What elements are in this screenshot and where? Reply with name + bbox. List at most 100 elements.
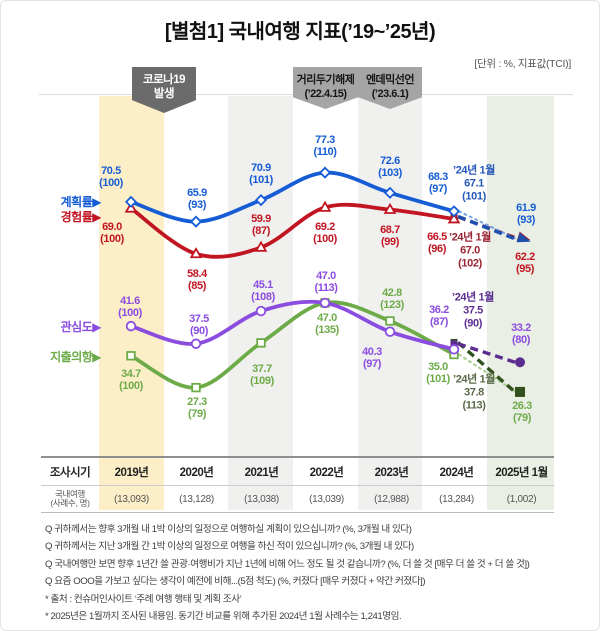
marker-diamond bbox=[124, 195, 138, 208]
footnote-5: * 출처 : 컨슈머인사이트 ‘주례 여행 행태 및 계획 조사’ bbox=[45, 593, 242, 605]
table-header-2020년: 2020년 bbox=[164, 458, 229, 486]
jan24-label-지출의향: ’24년 1월 37.8 (113) bbox=[453, 373, 495, 412]
series-line-관심도 bbox=[129, 299, 456, 352]
marker-triangle bbox=[447, 212, 461, 224]
marker-arrow bbox=[516, 232, 531, 243]
marker-triangle bbox=[383, 202, 397, 214]
value-label-관심도-2020년: 37.5 (90) bbox=[189, 312, 209, 337]
unit-note: [단위 : %, 지표값(TCI)] bbox=[474, 58, 571, 70]
value-label-계획률-2020년: 65.9 (93) bbox=[187, 186, 207, 211]
table-cell-2021년: (13,038) bbox=[244, 493, 279, 505]
value-label-관심도-2024년: 36.2 (87) bbox=[429, 304, 449, 329]
marker-triangle bbox=[254, 240, 268, 252]
value-label-지출의향-2023년: 42.8 (123) bbox=[380, 286, 404, 311]
value-label-관심도-2022년: 47.0 (113) bbox=[314, 269, 338, 294]
footnote-3: Q 국내여행만 보면 향후 1년간 쓸 관광·여행비가 지난 1년에 비해 어느… bbox=[45, 558, 530, 570]
value-label-지출의향-2021년: 37.7 (109) bbox=[250, 362, 274, 387]
marker-diamond bbox=[447, 205, 461, 218]
value-label-경험률-2021년: 59.9 (87) bbox=[251, 213, 271, 238]
marker-circle bbox=[255, 305, 267, 317]
marker-square bbox=[385, 316, 395, 326]
footnote-4: Q 요즘 OOO을 가보고 싶다는 생각이 예전에 비해...(5점 척도) (… bbox=[45, 576, 426, 588]
table-header-2025년 1월: 2025년 1월 bbox=[489, 458, 554, 486]
marker-triangle bbox=[318, 200, 332, 212]
table-cell-2022년: (13,039) bbox=[309, 493, 344, 505]
marker-square bbox=[191, 382, 201, 393]
table-header-2024년: 2024년 bbox=[424, 458, 489, 486]
value-label-관심도-2025년 1월: 33.2 (80) bbox=[511, 322, 531, 347]
value-label-계획률-2025년 1월: 61.9 (93) bbox=[516, 201, 536, 226]
value-label-계획률-2022년: 77.3 (110) bbox=[313, 133, 337, 158]
marker-circle bbox=[448, 344, 460, 355]
marker-triangle bbox=[189, 247, 203, 259]
value-label-경험률-2020년: 58.4 (85) bbox=[187, 267, 207, 292]
marker-circle bbox=[384, 326, 396, 337]
column-band-2021년 bbox=[228, 96, 293, 510]
marker-circle bbox=[190, 338, 202, 349]
value-label-경험률-2024년: 66.5 (96) bbox=[427, 231, 447, 256]
value-label-관심도-2019년: 41.6 (100) bbox=[118, 295, 142, 320]
value-label-계획률-2021년: 70.9 (101) bbox=[249, 162, 273, 187]
table-header-label: 조사시기 bbox=[41, 458, 99, 486]
marker-diamond bbox=[383, 186, 397, 199]
table-header-2019년: 2019년 bbox=[99, 458, 164, 486]
jan24-marker-관심도 bbox=[450, 340, 458, 348]
value-label-경험률-2023년: 68.7 (99) bbox=[380, 223, 400, 248]
value-label-관심도-2021년: 45.1 (108) bbox=[251, 279, 275, 304]
legend-지출의향: 지출의향▶ bbox=[50, 350, 101, 364]
footnote-2: Q 귀하께서는 지난 3개월 간 1박 이상의 일정으로 여행을 하신 적이 있… bbox=[45, 541, 414, 553]
marker-diamond bbox=[254, 194, 268, 207]
dashed-jan-line-관심도 bbox=[457, 342, 516, 364]
end-square-지출의향 bbox=[515, 386, 525, 397]
sample-size-table: 조사시기 2019년 2020년 2021년 2022년 2023년 2024년 2025년 … bbox=[41, 456, 554, 513]
footnotes: Q 귀하께서는 향후 3개월 내 1박 이상의 일정으로 여행하실 계획이 있으… bbox=[45, 521, 585, 625]
table-cell-2020년: (13,128) bbox=[179, 493, 214, 505]
value-label-계획률-2019년: 70.5 (100) bbox=[99, 164, 123, 189]
marker-square bbox=[256, 338, 266, 348]
marker-circle bbox=[125, 320, 137, 332]
dashed-jan-line-계획률 bbox=[457, 214, 516, 241]
value-label-지출의향-2022년: 47.0 (135) bbox=[315, 311, 339, 336]
series-line-지출의향 bbox=[129, 300, 456, 390]
marker-diamond bbox=[189, 215, 203, 228]
series-line-경험률 bbox=[129, 202, 456, 259]
value-label-계획률-2023년: 72.6 (103) bbox=[378, 154, 402, 179]
table-cell-2019년: (13,093) bbox=[114, 493, 149, 505]
jan24-label-경험률: ’24년 1월 67.0 (102) bbox=[449, 231, 491, 270]
end-dot-관심도 bbox=[515, 357, 525, 368]
column-band-2023년 bbox=[358, 96, 422, 510]
series-line-계획률 bbox=[129, 170, 456, 224]
value-label-관심도-2023년: 40.3 (97) bbox=[362, 345, 382, 370]
table-header-2022년: 2022년 bbox=[294, 458, 359, 486]
value-label-경험률-2025년 1월: 62.2 (95) bbox=[515, 250, 535, 275]
table-header-2023년: 2023년 bbox=[359, 458, 424, 486]
jan24-label-계획률: ’24년 1월 67.1 (101) bbox=[453, 164, 495, 203]
marker-square bbox=[126, 351, 136, 361]
value-label-계획률-2024년: 68.3 (97) bbox=[428, 171, 448, 196]
table-header-2021년: 2021년 bbox=[229, 458, 294, 486]
value-label-지출의향-2020년: 27.3 (79) bbox=[187, 395, 207, 420]
value-label-지출의향-2019년: 34.7 (100) bbox=[119, 367, 143, 392]
marker-diamond bbox=[318, 166, 332, 179]
table-row-label: 국내여행 (사례수, 명) bbox=[50, 488, 90, 508]
marker-circle bbox=[319, 297, 331, 309]
value-label-지출의향-2025년 1월: 26.3 (79) bbox=[512, 399, 532, 424]
value-label-경험률-2022년: 69.2 (100) bbox=[313, 221, 337, 246]
dotted-projection-계획률 bbox=[458, 210, 517, 240]
footnote-6: * 2025년은 1월까지 조사된 내용임. 동기간 비교를 위해 추가된 20… bbox=[45, 611, 402, 623]
table-cell-2024년: (13,284) bbox=[439, 493, 474, 505]
value-label-경험률-2019년: 69.0 (100) bbox=[100, 221, 124, 246]
jan24-label-관심도: ’24년 1월 37.5 (90) bbox=[452, 291, 494, 330]
legend-경험률: 경험률▶ bbox=[60, 210, 102, 224]
page-title: [별첨1] 국내여행 지표(’19~’25년) bbox=[164, 21, 436, 43]
footnote-1: Q 귀하께서는 향후 3개월 내 1박 이상의 일정으로 여행하실 계획이 있으… bbox=[45, 524, 412, 535]
table-cell-2025년 1월: (1,002) bbox=[506, 493, 537, 505]
column-band-2025년 1월 bbox=[487, 96, 554, 510]
legend-계획률: 계획률▶ bbox=[60, 195, 102, 209]
dotted-projection-지출의향 bbox=[458, 353, 517, 393]
column-band-2019년 bbox=[99, 96, 164, 510]
legend-관심도: 관심도▶ bbox=[60, 320, 102, 334]
value-label-지출의향-2024년: 35.0 (101) bbox=[426, 360, 450, 385]
